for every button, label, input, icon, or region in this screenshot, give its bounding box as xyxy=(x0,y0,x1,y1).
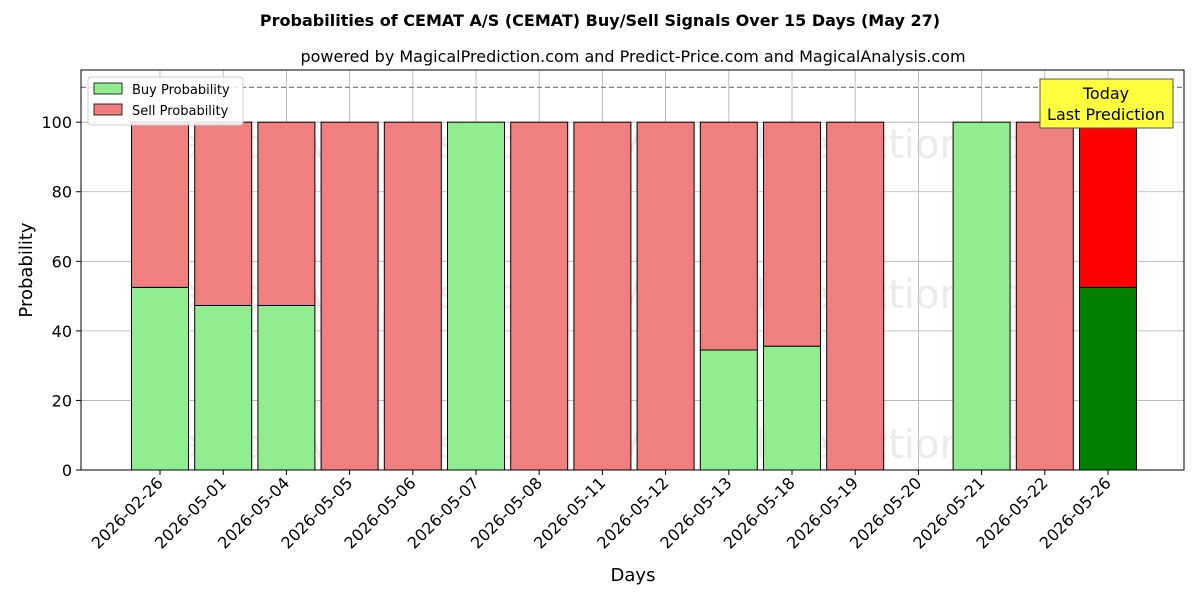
bar-sell xyxy=(383,121,442,471)
bar-buy xyxy=(131,286,189,471)
y-axis-label: Probability xyxy=(16,222,37,317)
bar-sell xyxy=(636,121,695,471)
legend: Buy Probability Sell Probability xyxy=(87,76,244,126)
bar-sell xyxy=(573,121,632,471)
bar-buy xyxy=(699,349,758,471)
bar-sell xyxy=(131,121,189,288)
legend-swatch-buy xyxy=(93,82,123,95)
x-axis-ticks: 2026-02-262026-05-012026-05-042026-05-05… xyxy=(88,470,1115,553)
bar-buy xyxy=(194,304,253,471)
bar-sell xyxy=(763,121,821,347)
annotation-line-1: Today xyxy=(1082,84,1129,103)
bar-sell xyxy=(194,121,253,306)
bars xyxy=(131,121,1137,471)
legend-box xyxy=(87,76,244,126)
bar-sell xyxy=(1015,121,1074,471)
bar-buy xyxy=(447,121,505,471)
y-tick-label: 20 xyxy=(52,391,72,410)
bar-buy xyxy=(257,304,316,471)
plot-frame xyxy=(80,69,1185,471)
y-tick-label: 80 xyxy=(52,183,72,202)
bar-sell xyxy=(826,121,885,471)
y-tick-label: 40 xyxy=(52,322,72,341)
legend-label-buy: Buy Probability xyxy=(132,83,230,98)
y-tick-label: 100 xyxy=(41,113,72,132)
chart-title: Probabilities of CEMAT A/S (CEMAT) Buy/S… xyxy=(260,11,940,30)
bar-sell xyxy=(320,121,379,471)
today-annotation: Today Last Prediction xyxy=(1039,78,1174,129)
bar-sell xyxy=(257,121,316,306)
bar-sell xyxy=(510,121,569,471)
y-tick-label: 0 xyxy=(62,461,72,480)
y-axis-ticks: 0 20 40 60 80 100 xyxy=(41,113,81,480)
legend-label-sell: Sell Probability xyxy=(132,104,229,119)
chart-subtitle: powered by MagicalPrediction.com and Pre… xyxy=(300,47,965,66)
x-axis-label: Days xyxy=(611,565,656,586)
y-tick-label: 60 xyxy=(52,252,72,271)
bar-sell xyxy=(699,121,758,351)
annotation-box xyxy=(1039,78,1174,129)
legend-swatch-sell xyxy=(93,103,123,116)
bar-buy xyxy=(763,345,821,471)
annotation-line-2: Last Prediction xyxy=(1047,105,1165,124)
bar-buy xyxy=(1079,286,1137,471)
bar-sell xyxy=(1079,121,1137,288)
bar-buy xyxy=(952,121,1011,471)
